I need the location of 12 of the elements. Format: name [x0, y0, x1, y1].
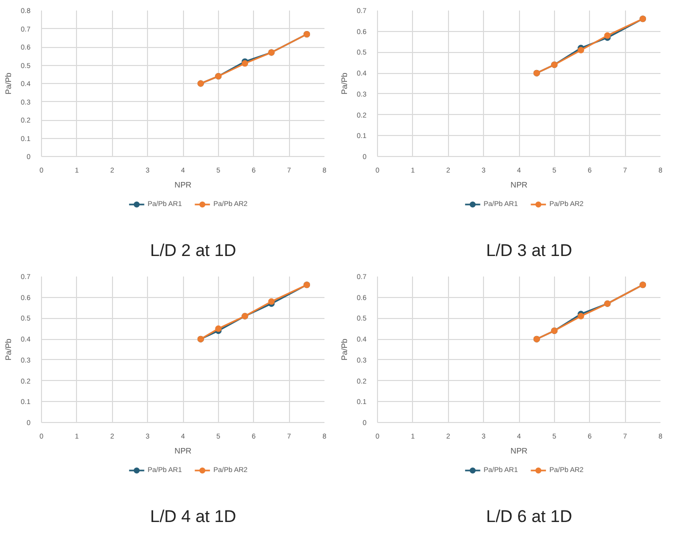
- y-axis-title: Pa/Pb: [340, 72, 349, 94]
- y-axis-title: Pa/Pb: [340, 338, 349, 360]
- text: L/D 6 at 1D: [486, 507, 572, 526]
- text: L/D 3 at 1D: [486, 241, 572, 260]
- y-axis-title: Pa/Pb: [4, 72, 13, 94]
- text: L/D 4 at 1D: [150, 507, 236, 526]
- x-axis-title: NPR: [174, 446, 192, 456]
- y-axis-title: Pa/Pb: [4, 338, 13, 360]
- text: L/D 2 at 1D: [150, 241, 236, 260]
- x-axis-title: NPR: [510, 180, 528, 190]
- x-axis-title: NPR: [510, 446, 528, 456]
- x-axis-title: NPR: [174, 180, 192, 190]
